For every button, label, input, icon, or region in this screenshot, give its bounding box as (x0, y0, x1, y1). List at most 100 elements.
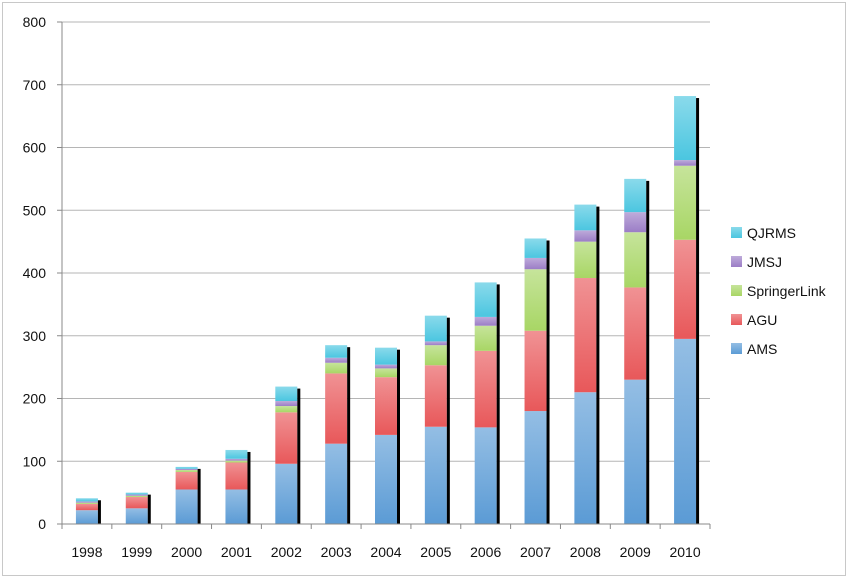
bar-stack-2008 (574, 204, 600, 525)
y-tick-label: 700 (23, 77, 47, 93)
bar-segment-agu-2001 (225, 462, 248, 490)
bar-stack-1998 (75, 498, 101, 524)
x-tick-label: 1999 (121, 544, 152, 560)
y-tick-label: 800 (23, 14, 47, 30)
legend-swatch (731, 285, 742, 296)
legend-swatch (731, 314, 742, 325)
bar-segment-springerlink-2009 (624, 232, 647, 288)
bar-segment-agu-2009 (624, 287, 647, 380)
bar-segment-qjrms-2005 (424, 315, 447, 342)
bar-segment-jmsj-1998 (75, 501, 98, 503)
bar-segment-ams-2001 (225, 489, 248, 524)
bar-segment-jmsj-2004 (375, 364, 397, 369)
bar-stack-2007 (524, 238, 550, 525)
bar-stack-2002 (275, 386, 301, 524)
x-tick-label: 2003 (321, 544, 352, 560)
bar-segment-ams-2008 (574, 392, 597, 524)
bar-segment-ams-2002 (275, 463, 298, 524)
legend-label: AGU (747, 312, 777, 328)
bar-segment-jmsj-2001 (225, 458, 248, 461)
bar-segment-qjrms-1998 (75, 498, 98, 502)
bar-shadow (347, 347, 351, 524)
legend-swatch (731, 343, 742, 354)
bar-segment-springerlink-2001 (225, 460, 248, 463)
bar-stack-2000 (175, 466, 201, 524)
bar-stack-1999 (125, 492, 151, 524)
bar-segment-springerlink-2002 (275, 406, 298, 413)
legend-label: JMSJ (747, 254, 782, 270)
bar-stack-2006 (474, 282, 500, 524)
bar-segment-agu-2002 (275, 412, 298, 464)
y-axis-tick-labels: 0 100 200 300 400 500 600 700 800 (23, 14, 47, 532)
bar-segment-qjrms-1999 (125, 492, 148, 495)
legend-label: QJRMS (747, 225, 796, 241)
bar-segment-agu-2007 (524, 330, 547, 412)
bar-segment-ams-2000 (175, 489, 198, 524)
bar-shadow (496, 284, 500, 524)
bar-segment-springerlink-2000 (175, 470, 198, 472)
bar-shadow (646, 180, 650, 524)
bar-shadow (596, 206, 600, 525)
bar-segment-qjrms-2002 (275, 386, 298, 402)
bar-stack-2003 (325, 345, 351, 524)
y-tick-label: 0 (38, 516, 46, 532)
bar-segment-ams-1999 (125, 508, 148, 524)
legend-label: SpringerLink (747, 283, 827, 299)
bar-segment-agu-2008 (574, 278, 597, 393)
axes (61, 22, 710, 525)
bar-segment-springerlink-2010 (674, 165, 697, 240)
bar-segment-jmsj-2006 (474, 316, 497, 326)
bar-segment-agu-2006 (474, 350, 497, 428)
bar-stack-2001 (225, 449, 251, 524)
bar-segment-ams-2006 (474, 427, 497, 524)
bar-segment-qjrms-2001 (225, 449, 248, 459)
bar-segment-agu-1998 (75, 503, 98, 511)
bar-segment-jmsj-2007 (524, 257, 547, 270)
bar-segment-ams-2010 (674, 338, 697, 524)
legend-item-qjrms: QJRMS (731, 225, 796, 241)
bar-segment-qjrms-2004 (375, 347, 397, 365)
bar-segment-qjrms-2006 (474, 282, 497, 317)
x-tick-label: 2010 (669, 544, 700, 560)
bar-segment-agu-2004 (375, 377, 397, 435)
bar-segment-qjrms-2010 (674, 96, 697, 161)
bar-shadow (546, 240, 550, 525)
bar-segment-ams-2003 (325, 443, 348, 524)
x-tick-label: 2005 (420, 544, 451, 560)
bar-segment-jmsj-2003 (325, 357, 348, 363)
x-tick-label: 2007 (520, 544, 551, 560)
bar-shadow (147, 494, 151, 524)
legend-swatch (731, 227, 742, 238)
bar-stack-2005 (424, 315, 450, 524)
bar-segment-springerlink-1999 (125, 495, 148, 498)
bar-segment-springerlink-2005 (424, 345, 447, 366)
bar-segment-jmsj-2008 (574, 230, 597, 242)
legend-item-ams: AMS (731, 341, 777, 357)
bar-segment-qjrms-2007 (524, 238, 547, 258)
legend-item-springerlink: SpringerLink (731, 283, 827, 299)
legend-label: AMS (747, 341, 777, 357)
bar-segment-jmsj-2010 (674, 160, 697, 166)
y-tick-label: 200 (23, 391, 47, 407)
gridlines (57, 21, 710, 525)
bar-segment-agu-2010 (674, 239, 697, 339)
bar-shadow (247, 451, 251, 524)
x-tick-label: 2009 (620, 544, 651, 560)
bar-segment-jmsj-2002 (275, 401, 298, 407)
bar-segment-ams-2007 (524, 411, 547, 524)
x-tick-label: 2002 (271, 544, 302, 560)
bar-segment-agu-1999 (125, 497, 148, 509)
bar-segment-springerlink-2007 (524, 269, 547, 331)
bar-shadow (397, 349, 400, 524)
bar-stack-2010 (674, 96, 700, 525)
bar-segment-jmsj-2000 (175, 468, 198, 471)
x-tick-label: 2004 (370, 544, 401, 560)
bar-segment-springerlink-2006 (474, 325, 497, 351)
legend-item-agu: AGU (731, 312, 777, 328)
bar-shadow (446, 317, 450, 524)
bar-shadow (197, 468, 201, 524)
x-tick-label: 2001 (221, 544, 252, 560)
bars (75, 96, 700, 525)
